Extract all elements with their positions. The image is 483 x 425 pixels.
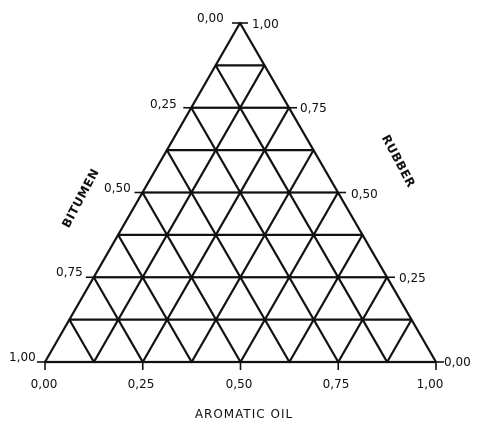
grid-line-parallel-right bbox=[117, 233, 193, 364]
grid-line-parallel-left bbox=[190, 149, 315, 364]
oil-tick-75: 0,75 bbox=[323, 377, 350, 391]
grid-line-parallel-right bbox=[165, 149, 291, 364]
oil-tick-0: 0,00 bbox=[31, 377, 58, 391]
triangle-grid bbox=[43, 21, 438, 364]
grid-line-parallel-left bbox=[288, 233, 364, 364]
bitumen-tick-25: 0,25 bbox=[150, 97, 177, 111]
rubber-tick-0: 0,00 bbox=[444, 355, 471, 369]
grid-line-parallel-left bbox=[386, 318, 413, 364]
grid-line-parallel-right bbox=[214, 64, 389, 364]
rubber-tick-50: 0,50 bbox=[351, 187, 378, 201]
rubber-tick-75: 0,75 bbox=[300, 101, 327, 115]
oil-tick-50: 0,50 bbox=[226, 377, 253, 391]
oil-tick-100: 1,00 bbox=[417, 377, 444, 391]
grid-line-parallel-right bbox=[68, 318, 95, 364]
rubber-tick-25: 0,25 bbox=[399, 271, 426, 285]
grid-line-parallel-left bbox=[92, 64, 266, 364]
bitumen-tick-100: 1,00 bbox=[9, 350, 36, 364]
oil-tick-25: 0,25 bbox=[128, 377, 155, 391]
bitumen-axis-title: BITUMEN bbox=[59, 166, 102, 230]
aromatic-oil-axis-title: AROMATIC OIL bbox=[195, 407, 293, 421]
bitumen-tick-0: 0,00 bbox=[197, 11, 224, 25]
bitumen-tick-75: 0,75 bbox=[56, 265, 83, 279]
rubber-axis-title: RUBBER bbox=[379, 132, 418, 190]
rubber-tick-100: 1,00 bbox=[252, 17, 279, 31]
tick-marks bbox=[37, 22, 444, 370]
bitumen-tick-50: 0,50 bbox=[104, 181, 131, 195]
